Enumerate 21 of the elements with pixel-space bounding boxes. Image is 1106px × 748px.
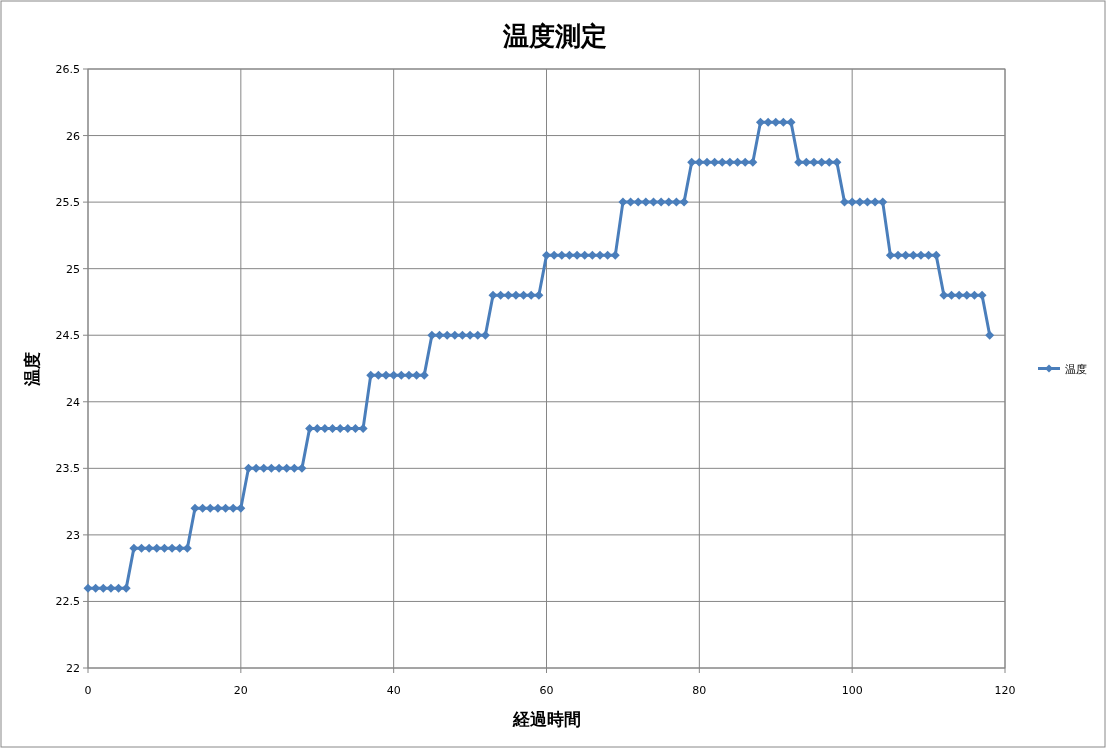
x-tick-label: 100	[841, 684, 863, 697]
y-tick-label: 23	[66, 528, 80, 542]
x-tick-label: 20	[233, 684, 248, 697]
y-tick-label: 24.5	[55, 329, 80, 343]
y-tick-label: 26.5	[55, 63, 80, 76]
y-tick-label: 25.5	[55, 196, 80, 210]
y-tick-label: 22	[66, 662, 80, 675]
x-tick-label: 120	[994, 684, 1016, 697]
x-tick-label: 40	[386, 684, 401, 697]
y-tick-label: 26	[66, 129, 80, 143]
y-tick-label: 22.5	[55, 595, 80, 609]
y-axis-title: 温度	[22, 351, 42, 387]
chart-title: 温度測定	[501, 21, 607, 51]
x-axis-title: 経過時間	[511, 709, 581, 729]
y-tick-label: 25	[66, 262, 80, 276]
x-tick-label: 60	[539, 684, 554, 697]
y-tick-label: 24	[66, 395, 80, 409]
legend-label: 温度	[1065, 362, 1087, 376]
x-tick-label: 80	[692, 684, 707, 697]
y-tick-label: 23.5	[55, 462, 80, 476]
x-tick-label: 0	[84, 684, 92, 697]
